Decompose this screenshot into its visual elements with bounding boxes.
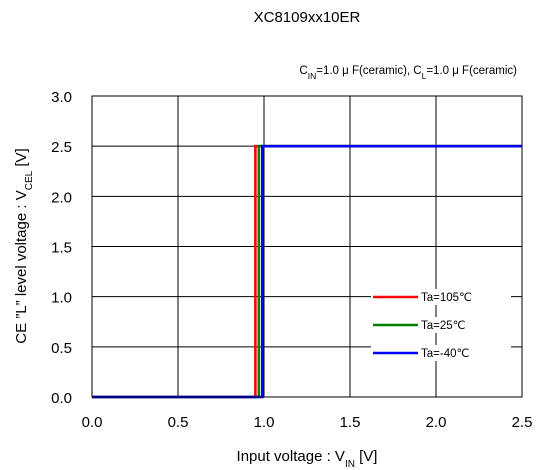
subscript-text: L <box>422 71 427 81</box>
x-tick-label: 1.5 <box>340 414 361 431</box>
plot-frame <box>91 95 523 398</box>
y-tick-label: 2.0 <box>51 189 72 206</box>
x-tick-label: 1.0 <box>254 414 275 431</box>
legend-bg <box>371 345 511 361</box>
label-text: [V] <box>355 448 378 465</box>
x-tick-label: 0.0 <box>82 414 103 431</box>
x-tick-label: 2.0 <box>426 414 447 431</box>
legend-label-2: Ta=-40℃ <box>421 348 469 360</box>
label-text: C <box>299 65 307 77</box>
y-tick-label: 1.0 <box>51 290 72 307</box>
chart-title: XC8109xx10ER <box>254 9 361 26</box>
y-tick-label: 2.5 <box>51 139 72 156</box>
y-axis-label: CE ”L” level voltage : VCEL [V] <box>13 148 35 343</box>
y-tick-label: 1.5 <box>51 240 72 257</box>
label-text: [V] <box>13 148 30 171</box>
y-tick-labels: 0.0 0.5 1.0 1.5 2.0 2.5 3.0 <box>51 89 72 407</box>
label-text: Input voltage : V <box>237 448 345 465</box>
y-tick-label: 0.0 <box>51 390 72 407</box>
subscript-text: IN <box>308 71 317 81</box>
x-tick-labels: 0.0 0.5 1.0 1.5 2.0 2.5 <box>82 414 533 431</box>
y-tick-label: 0.5 <box>51 340 72 357</box>
label-text: CE ”L” level voltage : V <box>13 190 30 343</box>
x-tick-label: 0.5 <box>168 414 189 431</box>
y-tick-label: 3.0 <box>51 89 72 106</box>
legend-label-0: Ta=105℃ <box>421 292 472 304</box>
legend-label-1: Ta=25℃ <box>421 320 466 332</box>
label-text: =1.0 μ F(ceramic) <box>426 65 517 77</box>
legend: Ta=105℃ Ta=25℃ Ta=-40℃ <box>371 289 511 361</box>
x-tick-label: 2.5 <box>512 414 533 431</box>
legend-bg <box>371 317 511 333</box>
subscript-text: CEL <box>24 170 35 190</box>
legend-bg <box>371 289 511 305</box>
subscript-text: IN <box>345 459 355 470</box>
x-axis-label: Input voltage : VIN [V] <box>237 448 378 470</box>
chart-subtitle: CIN=1.0 μ F(ceramic), CL=1.0 μ F(ceramic… <box>299 65 517 81</box>
label-text: =1.0 μ F(ceramic), C <box>316 65 421 77</box>
